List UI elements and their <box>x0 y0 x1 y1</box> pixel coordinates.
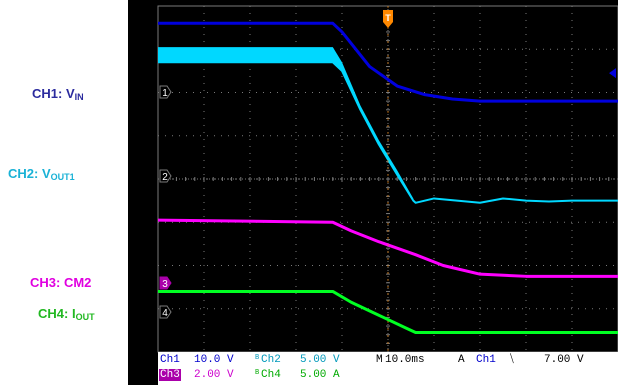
ch4-label-sub: OUT <box>75 312 95 322</box>
readout-ch2-bw: B <box>255 354 260 362</box>
readout-trig-src: Ch1 <box>476 354 496 366</box>
readout-ch1-name: Ch1 <box>160 354 180 366</box>
readout-ch1-scale: 10.0 V <box>194 354 234 366</box>
readout-ch3-name: Ch3 <box>159 369 181 381</box>
oscilloscope-screen: 1 2 3 4 T Ch1 10.0 V B Ch2 5.00 V M 10.0ms A… <box>128 0 618 385</box>
ch2-label: CH2: VOUT1 <box>8 166 75 182</box>
ch2-label-sub: OUT1 <box>50 172 75 182</box>
ch2-ground-marker <box>159 169 172 183</box>
ch3-label-prefix: CH3: CM2 <box>30 275 92 290</box>
readout-ch2-name: Ch2 <box>261 354 281 366</box>
ch3-label: CH3: CM2 <box>30 275 91 291</box>
readout-ch2-scale: 5.00 V <box>300 354 340 366</box>
ch3-trace <box>157 218 618 278</box>
ch1-ground-marker <box>159 85 172 99</box>
readout-ch3-scale: 2.00 V <box>194 369 234 381</box>
ch1-label-prefix: CH1: V <box>32 86 75 101</box>
ch1-trace <box>158 21 618 103</box>
ch4-trace <box>158 289 618 335</box>
trigger-marker-label: T <box>385 13 391 23</box>
trigger-slope-icon: ⧹ <box>510 354 514 366</box>
ch4-label: CH4: IOUT <box>38 306 95 322</box>
ch3-marker-label: 3 <box>162 279 168 290</box>
ch1-marker-label: 1 <box>162 88 168 99</box>
ch4-ground-marker <box>159 305 172 319</box>
readout-ch4-scale: 5.00 A <box>300 369 340 381</box>
ch3-ground-marker <box>159 276 172 290</box>
readout-ch4-name: Ch4 <box>261 369 281 381</box>
readout-trig-level: 7.00 V <box>544 354 584 366</box>
ch2-marker-label: 2 <box>162 172 168 183</box>
trigger-position-icon <box>383 10 393 28</box>
readout-a-label: A <box>458 354 465 366</box>
ch1-label: CH1: VIN <box>32 86 84 102</box>
ch4-label-prefix: CH4: I <box>38 306 76 321</box>
readout-timebase: 10.0ms <box>385 354 425 366</box>
readout-m-label: M <box>376 354 383 366</box>
ch2-label-prefix: CH2: V <box>8 166 51 181</box>
waveform-plot: 1 2 3 4 T <box>157 5 618 353</box>
ch1-label-sub: IN <box>74 92 84 102</box>
readout-ch4-bw: B <box>255 369 260 377</box>
readout-panel: Ch1 10.0 V B Ch2 5.00 V M 10.0ms A Ch1 ⧹… <box>158 352 618 385</box>
ch2-trace <box>158 61 618 204</box>
trigger-level-icon <box>609 68 616 79</box>
ch4-marker-label: 4 <box>162 308 168 319</box>
